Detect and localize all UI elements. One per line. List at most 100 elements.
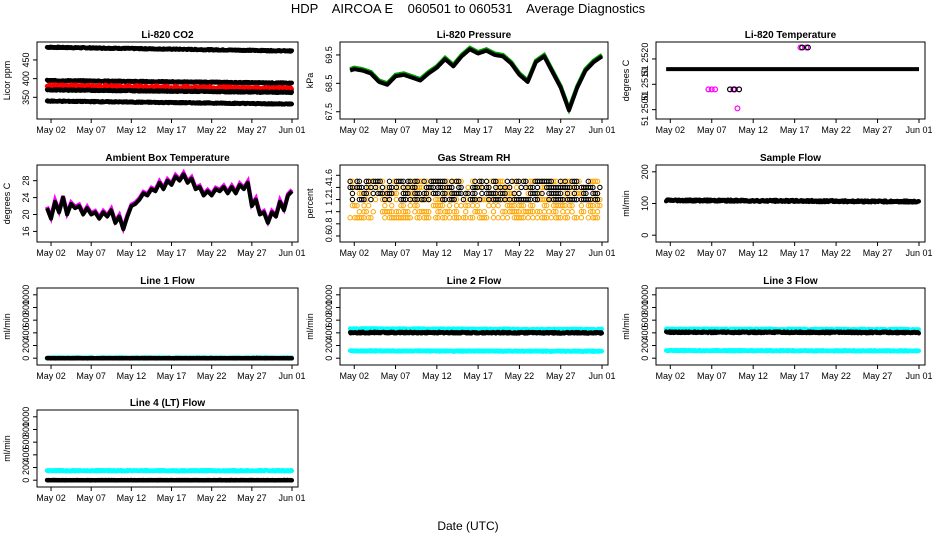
data-point [412,208,418,215]
panel-title: Ambient Box Temperature [105,153,230,164]
x-tick-label: May 07 [697,125,727,135]
data-point [481,208,487,215]
x-tick-label: May 27 [237,371,267,381]
figure-title: HDP AIRCOA E 060501 to 060531 Average Di… [291,1,646,16]
x-tick-label: May 22 [197,248,227,258]
panel-title: Gas Stream RH [438,153,511,164]
y-tick-label: 400 [21,71,31,86]
x-tick-label: Jun 01 [278,371,305,381]
data-point [490,208,497,215]
x-tick-label: Jun 01 [588,125,615,135]
data-point [504,215,511,221]
data-point [361,202,367,209]
x-tick-label: Jun 01 [588,248,615,258]
y-tick-label: 28 [21,176,31,186]
data-point [347,215,353,221]
panel-rh: Gas Stream RHpercent0.60.811.21.41.6May … [305,153,616,258]
data-point [382,202,388,209]
data-point [541,208,548,215]
x-tick-label: May 22 [505,371,535,381]
x-tick-label: Jun 01 [905,248,932,258]
data-point [469,202,476,209]
data-point [368,196,374,203]
x-tick-label: May 02 [36,248,66,258]
y-tick-label: 0 [324,356,334,361]
data-point [289,101,295,107]
x-tick-label: May 02 [340,125,370,135]
panel-title: Li-820 Pressure [437,30,512,41]
x-tick-label: May 17 [463,371,493,381]
data-point [594,208,601,215]
y-tick-label: 69.5 [324,46,334,64]
x-tick-label: May 17 [780,125,810,135]
x-tick-label: May 17 [463,125,493,135]
data-point [504,178,511,185]
panel-title: Li-820 CO2 [141,30,194,41]
panel-title: Sample Flow [760,153,821,164]
x-tick-label: May 17 [463,248,493,258]
data-point [407,202,413,209]
panel-title: Line 2 Flow [447,276,502,287]
data-point [525,215,531,221]
data-point [564,208,571,215]
data-point [490,202,497,209]
series-lower [44,98,295,107]
data-point [483,178,490,185]
data-point [289,48,295,53]
y-tick-label: 200 [640,164,650,179]
data-point [534,215,541,221]
y-tick-label: 67.5 [324,103,334,121]
x-tick-label: Jun 01 [905,125,932,135]
y-axis-label: ml/min [621,190,631,217]
data-point [597,184,603,191]
y-tick-label: 24 [21,193,31,203]
x-tick-label: May 12 [738,248,768,258]
y-tick-label: 16 [21,226,31,236]
y-tick-label: 20 [21,209,31,219]
data-point [453,202,460,209]
data-point [479,190,485,197]
y-tick-label: 0.6 [324,230,334,243]
panel-title: Li-820 Temperature [745,30,837,41]
data-point [534,184,541,191]
y-axis-label: degrees C [621,59,631,101]
data-point [356,208,363,215]
data-point [490,215,497,221]
panel-title: Line 1 Flow [140,276,195,287]
data-point [546,208,552,215]
plot-frame [36,41,299,120]
data-point [446,215,453,221]
data-point [585,215,591,221]
x-tick-label: Jun 01 [278,248,305,258]
data-point [712,86,719,93]
x-tick-label: May 27 [863,125,893,135]
y-axis-label: percent [305,188,315,219]
y-tick-label: 0.8 [324,218,334,231]
data-point [548,215,554,221]
data-point [349,190,356,197]
data-point [516,190,522,197]
series-black [44,355,295,361]
y-tick-label: 350 [21,90,31,105]
data-point [734,105,741,112]
series-pressure [348,45,604,115]
x-tick-label: May 17 [780,248,810,258]
plot-frame [655,41,926,120]
data-point [463,208,469,215]
x-tick-label: May 12 [422,248,452,258]
x-tick-label: May 02 [36,371,66,381]
x-tick-label: May 02 [340,248,370,258]
y-tick-label: 100 [640,196,650,211]
series-mid-high [44,77,295,86]
x-tick-label: May 07 [76,248,106,258]
x-tick-label: May 17 [157,371,187,381]
y-tick-label: 1.6 [324,169,334,182]
